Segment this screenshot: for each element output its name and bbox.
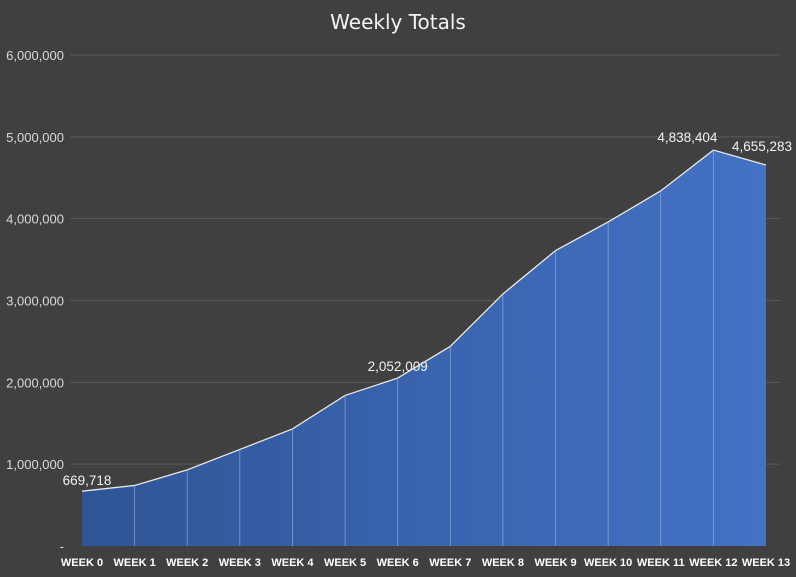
x-tick-label: WEEK 9 <box>534 557 576 569</box>
y-axis: - 1,000,000 2,000,000 3,000,000 4,000,000 5,0… <box>6 48 64 554</box>
data-label: 2,052,009 <box>368 359 428 374</box>
data-label: 669,718 <box>63 473 112 488</box>
x-tick-label: WEEK 10 <box>584 557 632 569</box>
x-tick-label: WEEK 5 <box>324 557 366 569</box>
y-tick-label: 2,000,000 <box>6 375 64 390</box>
x-tick-label: WEEK 2 <box>166 557 208 569</box>
data-labels: 669,718 2,052,009 4,838,404 4,655,283 <box>63 130 792 488</box>
x-tick-label: WEEK 8 <box>482 557 524 569</box>
drop-lines <box>134 150 714 546</box>
y-tick-label: 5,000,000 <box>6 130 64 145</box>
y-tick-label: 6,000,000 <box>6 48 64 63</box>
x-tick-label: WEEK 3 <box>219 557 261 569</box>
x-tick-label: WEEK 1 <box>114 557 156 569</box>
y-tick-label: - <box>60 539 64 554</box>
data-label: 4,838,404 <box>657 130 718 145</box>
y-tick-label: 4,000,000 <box>6 212 64 227</box>
x-tick-label: WEEK 11 <box>637 557 685 569</box>
chart-title: Weekly Totals <box>330 10 466 34</box>
x-tick-label: WEEK 0 <box>61 557 103 569</box>
x-tick-label: WEEK 6 <box>377 557 419 569</box>
series-area <box>81 149 767 547</box>
x-tick-label: WEEK 7 <box>429 557 471 569</box>
area-fill <box>82 150 766 547</box>
x-tick-label: WEEK 13 <box>742 557 790 569</box>
y-tick-label: 1,000,000 <box>6 457 64 472</box>
data-label: 4,655,283 <box>732 139 792 154</box>
x-tick-label: WEEK 12 <box>689 557 737 569</box>
x-axis: WEEK 0 WEEK 1 WEEK 2 WEEK 3 WEEK 4 WEEK 5 WEEK… <box>61 557 790 569</box>
series-line <box>81 149 767 492</box>
x-tick-label: WEEK 4 <box>271 557 314 569</box>
y-tick-label: 3,000,000 <box>6 294 64 309</box>
